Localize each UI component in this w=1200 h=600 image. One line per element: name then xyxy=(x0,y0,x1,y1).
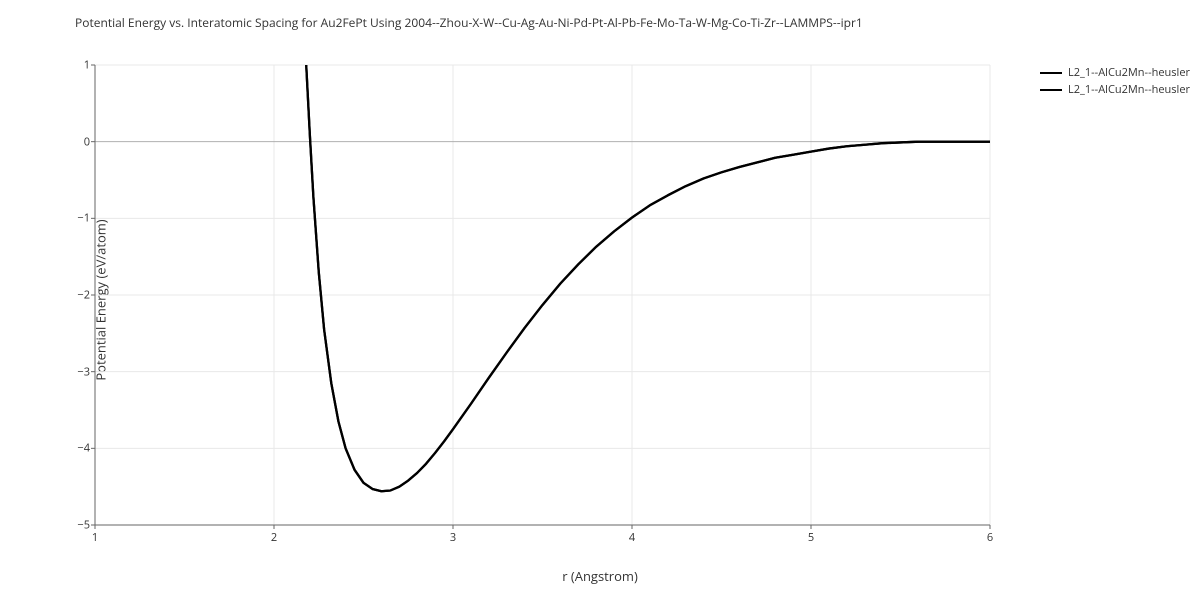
legend-swatch xyxy=(1040,72,1062,74)
y-tick-label: 0 xyxy=(84,134,90,149)
legend: L2_1--AlCu2Mn--heusler L2_1--AlCu2Mn--he… xyxy=(1040,65,1190,99)
x-axis-label: r (Angstrom) xyxy=(562,567,638,585)
y-tick-label: −4 xyxy=(77,441,90,456)
legend-item: L2_1--AlCu2Mn--heusler xyxy=(1040,82,1190,97)
y-tick-label: −2 xyxy=(77,288,90,303)
x-tick-label: 2 xyxy=(271,530,277,545)
y-tick-label: −1 xyxy=(77,211,90,226)
y-tick-label: −3 xyxy=(77,364,90,379)
x-tick-label: 3 xyxy=(450,530,456,545)
legend-swatch xyxy=(1040,89,1062,91)
x-tick-label: 6 xyxy=(987,530,993,545)
y-tick-label: 1 xyxy=(84,58,90,73)
legend-label: L2_1--AlCu2Mn--heusler xyxy=(1068,82,1190,97)
legend-label: L2_1--AlCu2Mn--heusler xyxy=(1068,65,1190,80)
legend-item: L2_1--AlCu2Mn--heusler xyxy=(1040,65,1190,80)
x-tick-label: 5 xyxy=(808,530,814,545)
chart-title: Potential Energy vs. Interatomic Spacing… xyxy=(75,14,863,31)
x-tick-label: 4 xyxy=(629,530,635,545)
plot-svg xyxy=(95,65,990,525)
y-tick-label: −5 xyxy=(77,518,90,533)
x-tick-label: 1 xyxy=(92,530,98,545)
chart-container: Potential Energy vs. Interatomic Spacing… xyxy=(0,0,1200,600)
